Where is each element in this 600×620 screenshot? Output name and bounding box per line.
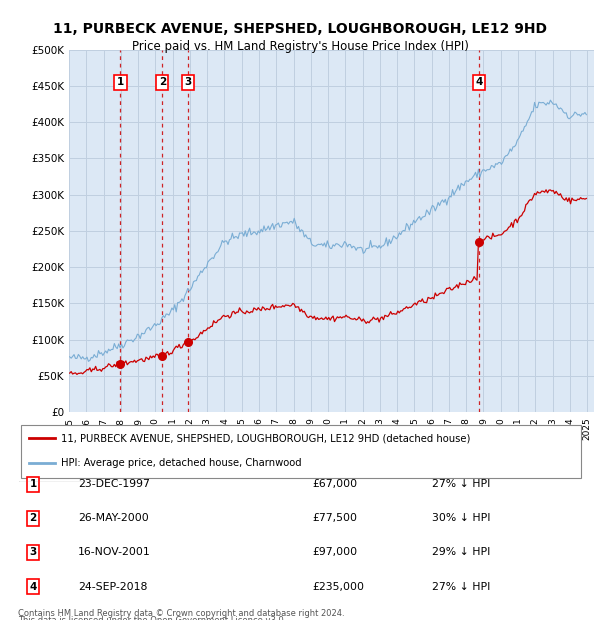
- Text: £67,000: £67,000: [312, 479, 357, 489]
- Text: 1: 1: [116, 78, 124, 87]
- Text: ________________________________________________________________________________: ________________________________________…: [18, 480, 121, 482]
- Text: £77,500: £77,500: [312, 513, 357, 523]
- Text: 27% ↓ HPI: 27% ↓ HPI: [432, 582, 490, 591]
- Text: 1: 1: [29, 479, 37, 489]
- FancyBboxPatch shape: [21, 425, 581, 477]
- Text: 4: 4: [475, 78, 482, 87]
- Text: 16-NOV-2001: 16-NOV-2001: [78, 547, 151, 557]
- Text: HPI: Average price, detached house, Charnwood: HPI: Average price, detached house, Char…: [61, 458, 301, 468]
- Text: 4: 4: [29, 582, 37, 591]
- Text: £97,000: £97,000: [312, 547, 357, 557]
- Text: 2: 2: [158, 78, 166, 87]
- Text: Contains HM Land Registry data © Crown copyright and database right 2024.: Contains HM Land Registry data © Crown c…: [18, 609, 344, 618]
- Text: 23-DEC-1997: 23-DEC-1997: [78, 479, 150, 489]
- Text: 26-MAY-2000: 26-MAY-2000: [78, 513, 149, 523]
- Text: This data is licensed under the Open Government Licence v3.0.: This data is licensed under the Open Gov…: [18, 616, 286, 620]
- Text: £235,000: £235,000: [312, 582, 364, 591]
- Text: 29% ↓ HPI: 29% ↓ HPI: [432, 547, 490, 557]
- Text: 27% ↓ HPI: 27% ↓ HPI: [432, 479, 490, 489]
- Text: 11, PURBECK AVENUE, SHEPSHED, LOUGHBOROUGH, LE12 9HD: 11, PURBECK AVENUE, SHEPSHED, LOUGHBOROU…: [53, 22, 547, 36]
- Text: Price paid vs. HM Land Registry's House Price Index (HPI): Price paid vs. HM Land Registry's House …: [131, 40, 469, 53]
- Text: 2: 2: [29, 513, 37, 523]
- Text: 3: 3: [184, 78, 191, 87]
- Text: 30% ↓ HPI: 30% ↓ HPI: [432, 513, 491, 523]
- Text: 11, PURBECK AVENUE, SHEPSHED, LOUGHBOROUGH, LE12 9HD (detached house): 11, PURBECK AVENUE, SHEPSHED, LOUGHBOROU…: [61, 433, 470, 443]
- Text: 3: 3: [29, 547, 37, 557]
- Text: 24-SEP-2018: 24-SEP-2018: [78, 582, 148, 591]
